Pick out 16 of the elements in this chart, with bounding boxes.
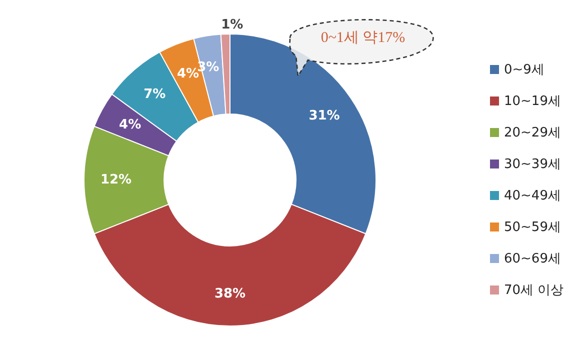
data-label: 38% [214,286,246,302]
legend-label: 0~9세 [504,62,544,78]
text: 0~1세 약17% [320,30,406,46]
legend-label: 30~39세 [504,157,561,172]
legend-label: 10~19세 [504,94,561,109]
legend-label: 20~29세 [504,126,561,140]
legend-label: 60~69세 [504,252,561,266]
data-label: 31% [308,108,340,124]
data-label: 7% [144,86,166,102]
data-label: 4% [119,118,142,133]
legend-label: 50~59세 [504,220,561,235]
data-label: 1% [221,18,244,33]
legend-label: 40~49세 [504,188,561,204]
data-label: 12% [100,172,132,188]
legend-label: 70세 이상 [504,283,564,298]
data-label: 4% [176,66,200,82]
